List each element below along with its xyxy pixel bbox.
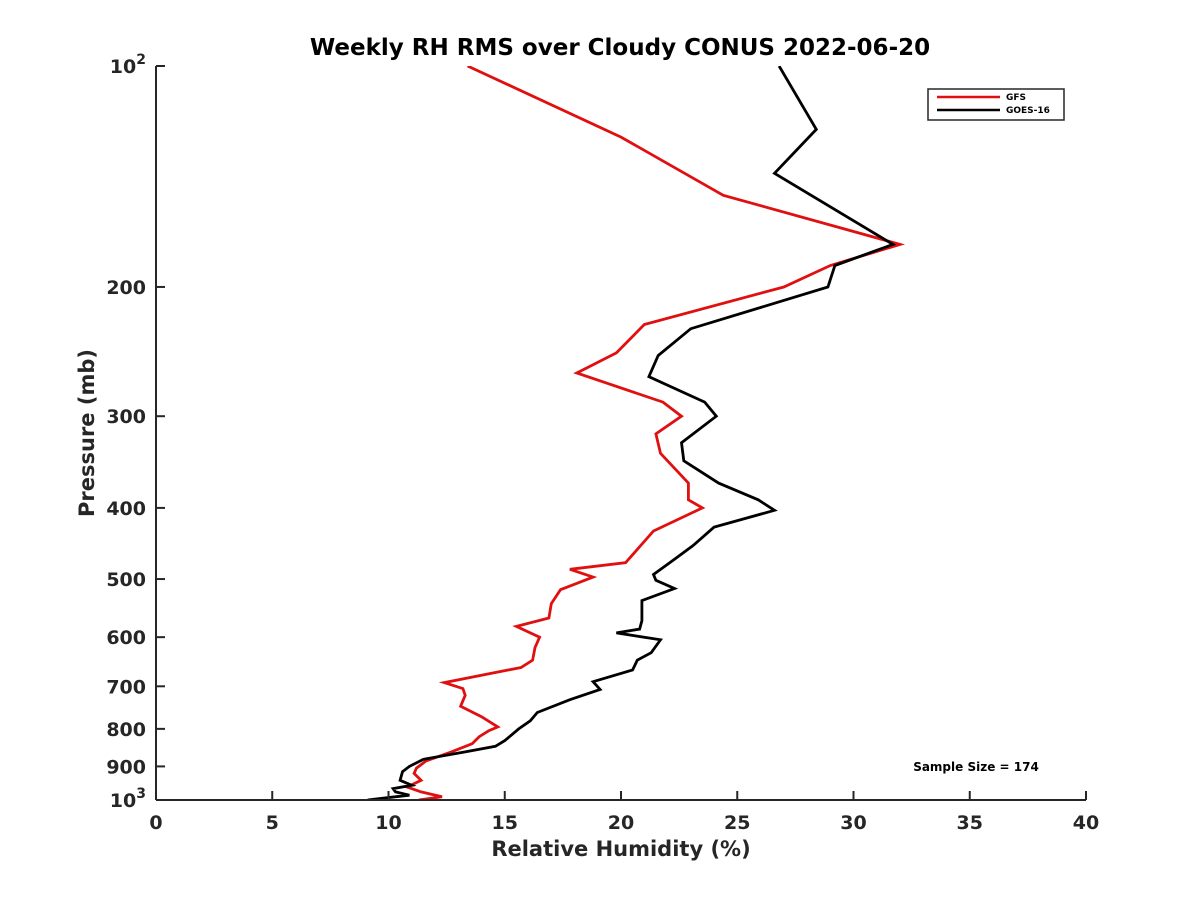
x-axis-title: Relative Humidity (%) (491, 837, 750, 861)
legend-label-goes16: GOES-16 (1006, 106, 1050, 116)
sample-size-annotation: Sample Size = 174 (913, 760, 1039, 774)
legend-box (927, 88, 1065, 121)
y-tick-label: 300 (106, 406, 146, 428)
series-line-goes16 (367, 66, 897, 800)
y-tick-label: 600 (106, 627, 146, 649)
y-axis-title: Pressure (mb) (75, 349, 99, 517)
legend-label-gfs: GFS (1006, 93, 1026, 103)
y-tick-label: 102 (110, 52, 146, 78)
y-tick-label: 900 (106, 756, 146, 778)
plot-lines (367, 66, 906, 800)
y-ticks: 102 200 300 400 500 600 700 800 900 103 (106, 52, 165, 812)
x-tick-label: 30 (840, 812, 866, 834)
x-tick-label: 25 (724, 812, 750, 834)
y-tick-label: 400 (106, 498, 146, 520)
y-tick-label: 200 (106, 277, 146, 299)
x-tick-label: 0 (149, 812, 162, 834)
x-tick-label: 10 (375, 812, 401, 834)
x-tick-label: 20 (608, 812, 634, 834)
y-tick-label: 500 (106, 569, 146, 591)
x-tick-label: 5 (266, 812, 279, 834)
legend: GFS GOES-16 (927, 88, 1065, 121)
y-tick-label: 800 (106, 719, 146, 741)
x-tick-label: 40 (1073, 812, 1099, 834)
y-tick-label: 103 (110, 786, 146, 812)
x-tick-label: 35 (957, 812, 983, 834)
chart-title: Weekly RH RMS over Cloudy CONUS 2022-06-… (310, 35, 930, 61)
y-tick-label: 700 (106, 676, 146, 698)
x-ticks: 0 5 10 15 20 25 30 35 40 (149, 791, 1099, 834)
x-tick-label: 15 (492, 812, 518, 834)
